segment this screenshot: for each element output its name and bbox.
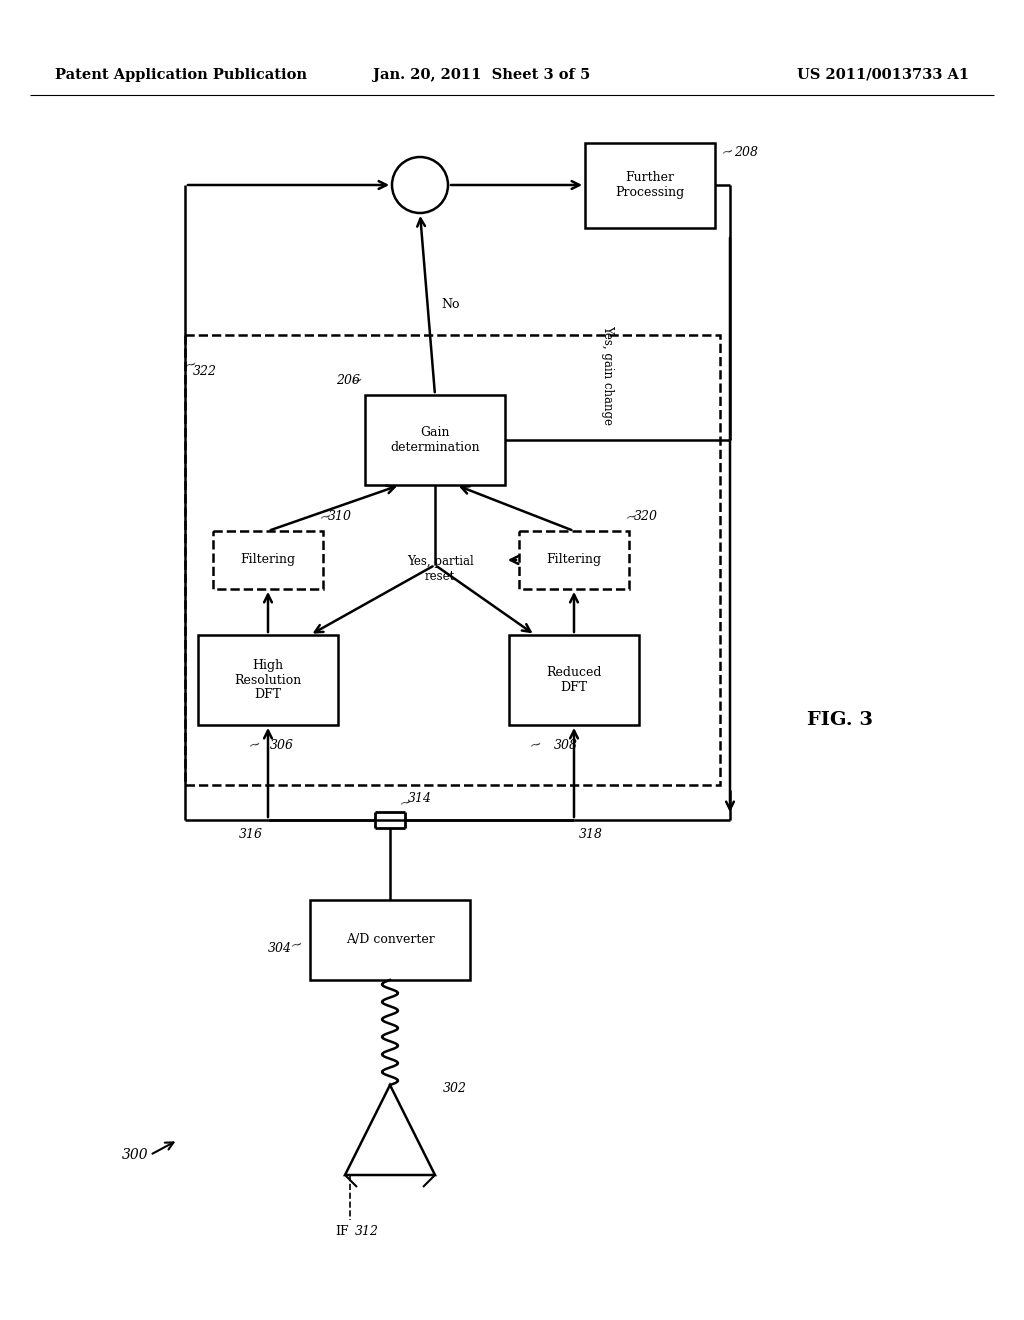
Text: 322: 322 (193, 366, 217, 378)
Text: 308: 308 (554, 739, 578, 752)
Text: ~: ~ (318, 510, 334, 525)
Text: 306: 306 (270, 739, 294, 752)
Text: 300: 300 (122, 1148, 148, 1162)
Text: IF: IF (335, 1225, 349, 1238)
Bar (365, 395, 505, 484)
Text: Filtering: Filtering (547, 553, 601, 566)
Text: Reduced
DFT: Reduced DFT (546, 667, 602, 694)
Text: Further
Processing: Further Processing (615, 172, 685, 199)
Text: ~: ~ (247, 737, 263, 754)
Bar (310, 900, 470, 979)
Text: ~: ~ (349, 374, 365, 389)
Bar (585, 143, 715, 227)
Bar (185, 335, 720, 785)
Bar (198, 635, 338, 725)
Text: ~: ~ (720, 144, 736, 161)
Text: 312: 312 (355, 1225, 379, 1238)
Text: Jan. 20, 2011  Sheet 3 of 5: Jan. 20, 2011 Sheet 3 of 5 (374, 69, 591, 82)
Text: Yes, partial
reset: Yes, partial reset (407, 554, 473, 583)
Bar (509, 635, 639, 725)
Text: 206: 206 (336, 374, 360, 387)
Text: ~: ~ (183, 356, 199, 374)
Text: 320: 320 (634, 510, 658, 523)
Bar (519, 531, 629, 589)
Text: Patent Application Publication: Patent Application Publication (55, 69, 307, 82)
Text: 310: 310 (328, 510, 352, 523)
Bar (213, 531, 323, 589)
Text: 318: 318 (579, 828, 603, 841)
Text: No: No (441, 297, 460, 310)
Text: FIG. 3: FIG. 3 (807, 711, 873, 729)
Text: High
Resolution
DFT: High Resolution DFT (234, 659, 302, 701)
Text: A/D converter: A/D converter (346, 933, 434, 946)
Text: 302: 302 (443, 1082, 467, 1096)
Text: ~: ~ (398, 795, 414, 812)
Text: 208: 208 (734, 147, 758, 158)
Text: Yes, gain change: Yes, gain change (601, 325, 614, 425)
Text: Gain
determination: Gain determination (390, 426, 480, 454)
Text: ~: ~ (528, 737, 544, 754)
Text: ~: ~ (289, 937, 305, 953)
Text: US 2011/0013733 A1: US 2011/0013733 A1 (797, 69, 969, 82)
Text: Filtering: Filtering (241, 553, 296, 566)
Text: ~: ~ (624, 510, 640, 525)
Text: 316: 316 (239, 828, 263, 841)
Text: 304: 304 (268, 941, 292, 954)
Text: 314: 314 (408, 792, 432, 805)
